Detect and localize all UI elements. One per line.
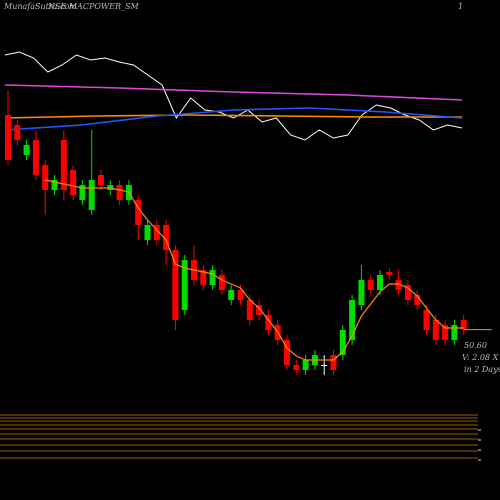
candle-body bbox=[442, 325, 449, 340]
candle-body bbox=[265, 315, 272, 330]
candle-body bbox=[153, 225, 160, 240]
candle-body bbox=[42, 165, 49, 190]
candle-body bbox=[181, 260, 188, 310]
candle-body bbox=[32, 140, 39, 175]
candle-body bbox=[293, 365, 300, 370]
candle-body bbox=[460, 320, 467, 330]
candle-body bbox=[135, 200, 142, 225]
chart-subtitle: NSE MACPOWER_SM bbox=[47, 2, 139, 11]
candle-body bbox=[163, 225, 170, 250]
candle-body bbox=[70, 170, 77, 195]
price-label: 50.60 bbox=[464, 341, 487, 350]
candle-body bbox=[200, 270, 207, 285]
candle-body bbox=[386, 272, 393, 275]
indicator-line bbox=[4, 107, 463, 131]
candle-body bbox=[5, 115, 11, 160]
candle-body bbox=[14, 125, 21, 140]
candle-body bbox=[404, 285, 411, 300]
candle-body bbox=[432, 320, 439, 340]
candle-body bbox=[209, 270, 216, 285]
moving-average bbox=[45, 179, 464, 361]
chart-title: MunafaSutra.com bbox=[3, 2, 77, 11]
candle-body bbox=[377, 275, 383, 290]
candle-body bbox=[60, 140, 67, 190]
candle-body bbox=[395, 280, 402, 290]
bottom-lines bbox=[0, 414, 478, 459]
candle-body bbox=[339, 330, 346, 355]
candle-body bbox=[116, 185, 123, 200]
indicator-line bbox=[4, 51, 463, 141]
candle-body bbox=[172, 250, 179, 320]
candle-body bbox=[349, 300, 356, 340]
candle-body bbox=[330, 355, 337, 370]
right-ticks bbox=[478, 429, 481, 461]
candle-body bbox=[51, 180, 58, 190]
indicator-line bbox=[4, 114, 462, 119]
candle-body bbox=[79, 185, 86, 200]
corner-label: 1 bbox=[458, 2, 463, 11]
candle-body bbox=[98, 175, 104, 185]
candle-body bbox=[237, 290, 244, 300]
candle-body bbox=[228, 290, 235, 300]
candle-body bbox=[246, 300, 253, 320]
candle-body bbox=[302, 360, 309, 370]
candle-body bbox=[451, 325, 458, 340]
candle-body bbox=[284, 340, 290, 365]
candle-body bbox=[414, 295, 421, 305]
candle-body bbox=[88, 180, 95, 210]
candle-body bbox=[367, 280, 374, 290]
candle-body bbox=[23, 145, 30, 155]
candle-body bbox=[144, 225, 151, 240]
candle-body bbox=[321, 365, 328, 366]
candle-body bbox=[358, 280, 365, 305]
candle-body bbox=[218, 275, 225, 290]
candle-body bbox=[256, 305, 263, 315]
indicator-line bbox=[4, 84, 463, 101]
period-label: in 2 Days bbox=[464, 365, 500, 374]
candle-body bbox=[423, 310, 430, 330]
volume-label: V: 2.08 X bbox=[462, 353, 499, 362]
